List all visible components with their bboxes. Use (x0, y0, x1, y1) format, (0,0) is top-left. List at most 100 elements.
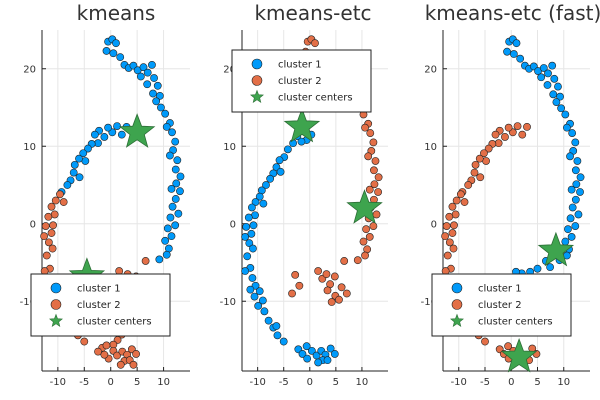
legend: cluster 1 cluster 2 cluster centers (30, 273, 171, 337)
data-point (314, 358, 323, 367)
data-point (153, 81, 162, 90)
legend-marker-circle (251, 58, 263, 70)
data-point (243, 252, 252, 261)
data-point (370, 180, 379, 189)
legend-label: cluster centers (278, 93, 353, 104)
data-point (322, 270, 331, 279)
data-point (242, 222, 251, 231)
legend: cluster 1 cluster 2 cluster centers (431, 273, 572, 337)
data-point (576, 188, 584, 196)
y-tick-label: 0 (431, 219, 437, 230)
data-point (250, 292, 259, 301)
data-point (70, 160, 79, 169)
data-point (262, 181, 270, 189)
data-point (475, 154, 484, 163)
data-point (102, 341, 111, 350)
data-point (369, 138, 378, 147)
data-point (149, 89, 157, 98)
data-point (168, 128, 176, 137)
data-point (546, 263, 554, 272)
data-point (484, 144, 493, 153)
data-point (307, 346, 316, 355)
y-tick-label: 20 (223, 64, 236, 75)
data-point (143, 80, 152, 89)
data-point (143, 68, 152, 77)
data-point (276, 167, 285, 176)
data-point (75, 154, 83, 163)
data-point (571, 195, 580, 204)
x-tick-label: 10 (157, 377, 170, 388)
cluster-center-star (118, 113, 156, 148)
legend-label: cluster 1 (478, 284, 522, 295)
data-point (264, 316, 273, 325)
data-point (167, 232, 176, 241)
data-point (374, 188, 382, 196)
data-point (365, 185, 374, 194)
legend-marker-circle (251, 75, 263, 86)
series-cluster-1 (503, 35, 585, 278)
data-point (258, 296, 267, 305)
data-point (574, 210, 583, 219)
x-tick-label: 5 (134, 377, 140, 388)
data-point (255, 287, 264, 296)
data-point (361, 251, 369, 260)
cluster-center-star (283, 107, 321, 143)
data-point (450, 221, 458, 230)
data-point (448, 229, 457, 237)
y-tick-label: 10 (223, 142, 236, 153)
data-point (327, 298, 336, 306)
data-point (40, 232, 49, 241)
data-point (163, 224, 172, 233)
legend-marker-circle (50, 299, 62, 310)
data-point (572, 180, 581, 189)
data-point (456, 190, 465, 199)
data-point (369, 222, 378, 230)
data-point (365, 233, 374, 241)
legend-label: cluster 2 (278, 76, 322, 87)
data-point (260, 307, 269, 316)
legend-label: cluster centers (77, 317, 152, 328)
data-point (152, 97, 161, 106)
x-tick-label: -10 (50, 377, 66, 388)
data-point (523, 122, 531, 131)
data-point (47, 202, 56, 211)
data-point (452, 196, 461, 205)
data-point (561, 110, 570, 119)
legend-marker-circle (50, 282, 62, 294)
data-point (503, 47, 511, 56)
y-tick-label: -10 (220, 297, 236, 308)
data-point (249, 221, 258, 230)
data-point (323, 356, 332, 365)
data-point (102, 47, 111, 55)
data-point (362, 225, 370, 234)
series-cluster-centers (283, 107, 383, 224)
x-tick-label: -5 (480, 377, 490, 388)
data-point (246, 285, 255, 294)
data-point (75, 173, 84, 182)
data-point (516, 54, 525, 63)
data-point (470, 168, 479, 177)
data-point (326, 344, 335, 353)
chart-title: kmeans-etc (254, 1, 371, 25)
data-point (568, 203, 577, 212)
data-point (460, 198, 469, 206)
data-point (567, 185, 576, 194)
data-point (288, 289, 296, 298)
data-point (255, 192, 264, 201)
x-tick-label: -5 (279, 377, 289, 388)
data-point (273, 331, 282, 340)
data-point (573, 157, 582, 165)
data-point (353, 256, 362, 265)
data-point (162, 122, 171, 131)
subplot-3: kmeans-etc (fast) -10 -5 0 5 10 -10 0 10 20 cluste… (421, 1, 600, 388)
data-point (576, 173, 585, 182)
data-point (136, 72, 145, 81)
data-point (259, 199, 268, 208)
data-point (330, 272, 339, 281)
data-point (552, 98, 561, 106)
data-point (94, 139, 102, 148)
data-point (364, 152, 373, 161)
legend-label: cluster 2 (478, 300, 522, 311)
data-point (41, 222, 50, 230)
